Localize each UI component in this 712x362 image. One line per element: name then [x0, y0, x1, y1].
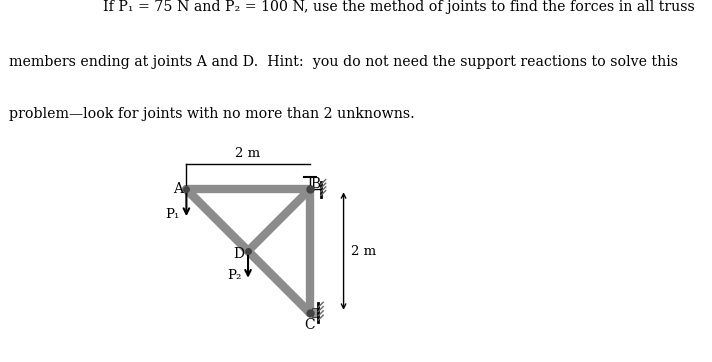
Text: If P₁ = 75 N and P₂ = 100 N, use the method of joints to find the forces in all : If P₁ = 75 N and P₂ = 100 N, use the met… — [103, 0, 695, 14]
Text: P₁: P₁ — [166, 207, 180, 220]
Text: 2 m: 2 m — [351, 245, 376, 257]
Polygon shape — [312, 308, 318, 317]
Text: members ending at joints A and D.  Hint:  you do not need the support reactions : members ending at joints A and D. Hint: … — [9, 55, 679, 69]
Text: B: B — [310, 177, 321, 191]
Text: P₂: P₂ — [227, 269, 241, 282]
Text: A: A — [174, 182, 184, 197]
Text: C: C — [304, 318, 315, 332]
Text: D: D — [234, 247, 244, 261]
Text: 2 m: 2 m — [236, 147, 261, 160]
Text: problem—look for joints with no more than 2 unknowns.: problem—look for joints with no more tha… — [9, 107, 415, 121]
